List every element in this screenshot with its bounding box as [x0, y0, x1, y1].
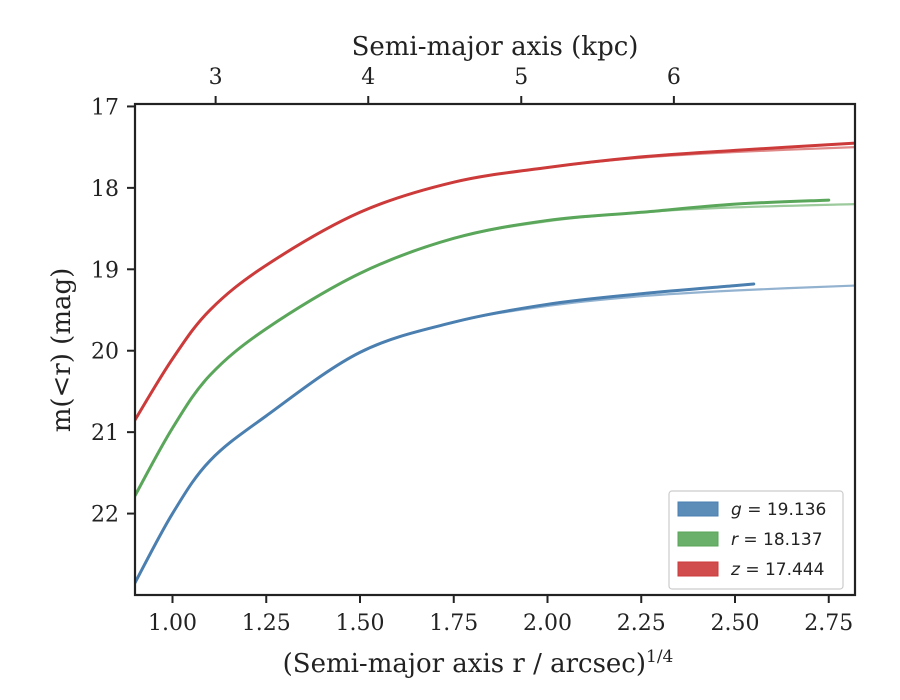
- top-tick-label: 6: [667, 65, 681, 90]
- y-tick-label: 22: [91, 503, 119, 528]
- x-tick-label: 1.50: [336, 611, 385, 636]
- y-tick-label: 17: [91, 95, 119, 120]
- y-tick-label: 21: [91, 421, 119, 446]
- legend-swatch-r: [677, 531, 719, 547]
- x-tick-label: 2.25: [617, 611, 666, 636]
- y-axis-title: m(<r) (mag): [47, 268, 77, 433]
- legend-label-r: r = 18.137: [731, 530, 823, 550]
- series-g-line: [135, 282, 756, 585]
- top-axis-title: Semi-major axis (kpc): [352, 32, 639, 62]
- legend-label-g: g = 19.136: [731, 500, 826, 520]
- y-tick-label: 20: [91, 340, 119, 365]
- y-tick-label: 19: [91, 258, 119, 283]
- series-z-line: [135, 141, 855, 422]
- y-tick-label: 18: [91, 177, 119, 202]
- x-tick-label: 1.00: [148, 611, 197, 636]
- legend-swatch-g: [677, 501, 719, 517]
- x-tick-label: 2.75: [804, 611, 853, 636]
- legend: g = 19.136 r = 18.137 z = 17.444: [668, 490, 844, 590]
- top-tick-label: 4: [361, 65, 375, 90]
- x-tick-label: 1.75: [429, 611, 478, 636]
- series-r-model-line: [135, 203, 855, 497]
- series-r-line: [135, 198, 831, 498]
- x-tick-label: 2.00: [523, 611, 572, 636]
- x-axis-title: (Semi-major axis r / arcsec)1/4: [283, 647, 674, 679]
- legend-label-z: z = 17.444: [730, 560, 824, 580]
- x-tick-label: 1.25: [242, 611, 291, 636]
- plot-frame: [133, 102, 857, 597]
- top-tick-label: 5: [514, 65, 528, 90]
- x-tick-label: 2.50: [711, 611, 760, 636]
- legend-swatch-z: [677, 561, 719, 577]
- top-tick-label: 3: [209, 65, 223, 90]
